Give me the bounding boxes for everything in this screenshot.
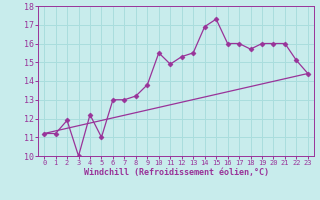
X-axis label: Windchill (Refroidissement éolien,°C): Windchill (Refroidissement éolien,°C) (84, 168, 268, 177)
